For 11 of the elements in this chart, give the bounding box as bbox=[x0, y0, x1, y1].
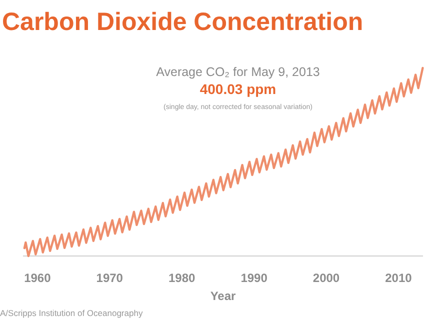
x-tick-label: 2010 bbox=[385, 271, 412, 285]
annotation: Average CO₂ for May 9, 2013 bbox=[156, 65, 320, 79]
annotation: 400.03 ppm bbox=[200, 81, 276, 97]
text: A/Scripps Institution of Oceanography bbox=[0, 308, 144, 318]
x-tick-label: 1980 bbox=[168, 271, 196, 285]
x-tick-label: 1970 bbox=[96, 271, 124, 285]
x-tick-label: 2000 bbox=[312, 271, 340, 285]
chart-title: Carbon Dioxide Concentration bbox=[2, 8, 364, 36]
x-axis-title: Year bbox=[210, 289, 236, 303]
x-tick-label: 1990 bbox=[240, 271, 268, 285]
x-tick-label: 1960 bbox=[24, 271, 52, 285]
